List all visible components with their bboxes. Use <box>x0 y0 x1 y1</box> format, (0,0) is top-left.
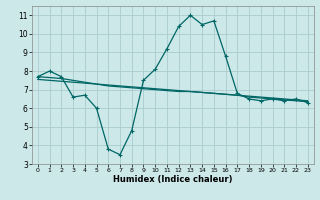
X-axis label: Humidex (Indice chaleur): Humidex (Indice chaleur) <box>113 175 233 184</box>
